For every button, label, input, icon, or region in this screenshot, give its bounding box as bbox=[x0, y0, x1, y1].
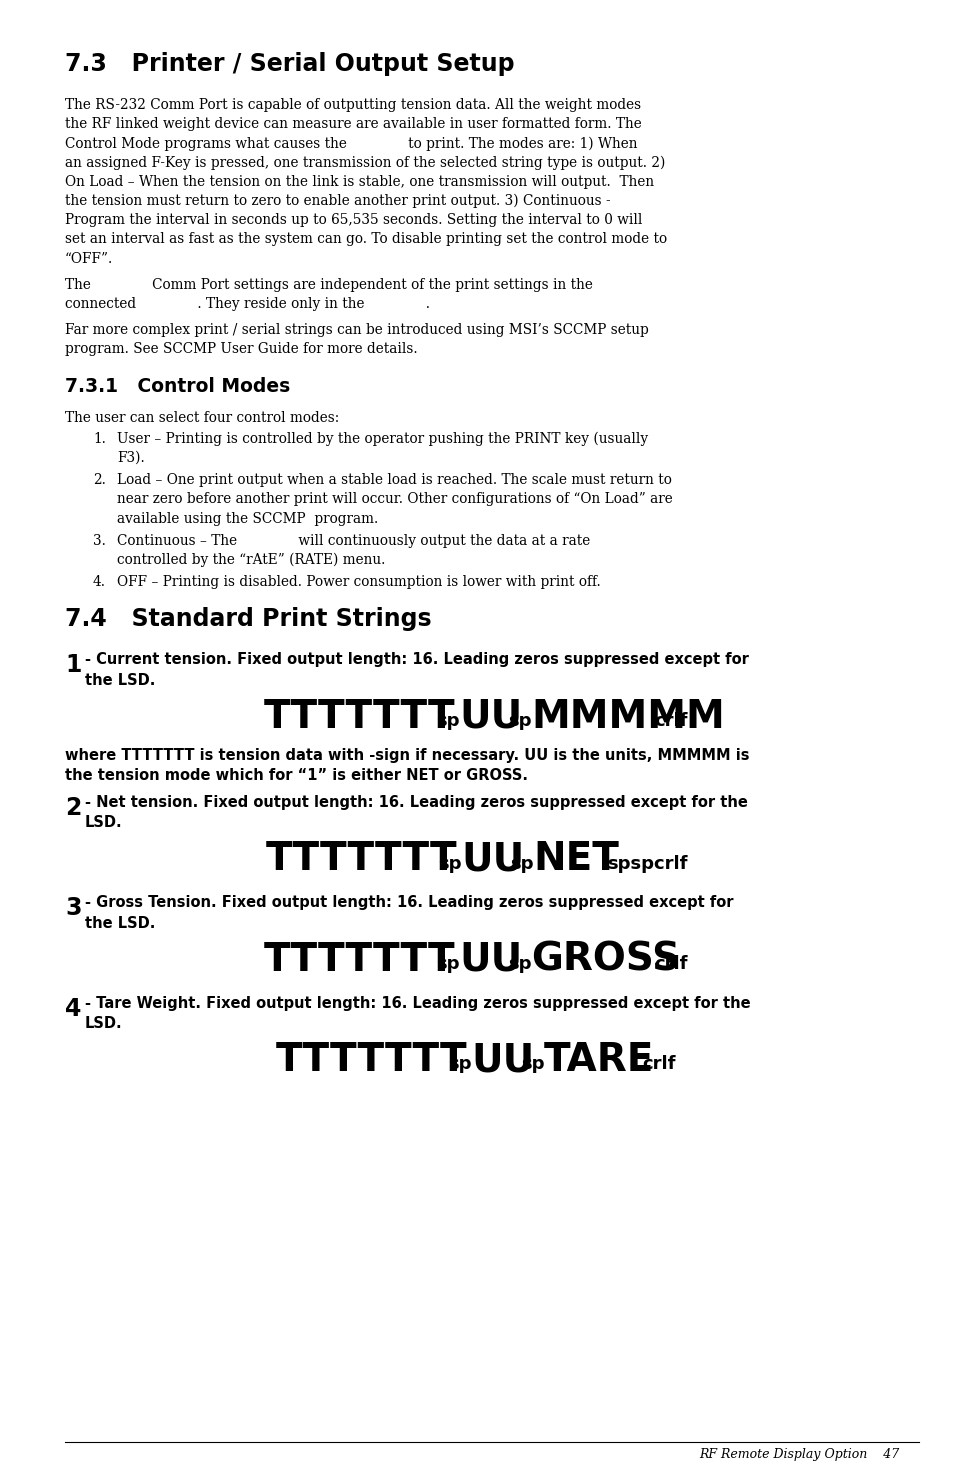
Text: 3.: 3. bbox=[92, 534, 106, 547]
Text: LSD.: LSD. bbox=[85, 1016, 123, 1031]
Text: The RS-232 Comm Port is capable of outputting tension data. All the weight modes: The RS-232 Comm Port is capable of outpu… bbox=[65, 97, 640, 112]
Text: an assigned F-Key is pressed, one transmission of the selected string type is ou: an assigned F-Key is pressed, one transm… bbox=[65, 155, 664, 170]
Text: 1.: 1. bbox=[92, 432, 106, 445]
Text: The user can select four control modes:: The user can select four control modes: bbox=[65, 410, 339, 425]
Text: spspcrlf: spspcrlf bbox=[606, 854, 687, 873]
Text: TTTTTTT: TTTTTTT bbox=[263, 941, 455, 979]
Text: GROSS: GROSS bbox=[531, 941, 679, 979]
Text: UU: UU bbox=[458, 941, 522, 979]
Text: RF Remote Display Option    47: RF Remote Display Option 47 bbox=[698, 1448, 898, 1462]
Text: Load – One print output when a stable load is reached. The scale must return to: Load – One print output when a stable lo… bbox=[117, 473, 671, 487]
Text: F3).: F3). bbox=[117, 451, 145, 465]
Text: the RF linked weight device can measure are available in user formatted form. Th: the RF linked weight device can measure … bbox=[65, 117, 641, 131]
Text: Far more complex print / serial strings can be introduced using MSI’s SCCMP setu: Far more complex print / serial strings … bbox=[65, 323, 648, 338]
Text: UU: UU bbox=[471, 1041, 534, 1080]
Text: 7.3.1   Control Modes: 7.3.1 Control Modes bbox=[65, 376, 290, 395]
Text: available using the SCCMP  program.: available using the SCCMP program. bbox=[117, 512, 377, 525]
Text: crlf: crlf bbox=[654, 954, 687, 974]
Text: TTTTTTT: TTTTTTT bbox=[275, 1041, 467, 1080]
Text: sp: sp bbox=[436, 712, 459, 730]
Text: MMMMM: MMMMM bbox=[531, 698, 724, 736]
Text: the LSD.: the LSD. bbox=[85, 673, 155, 687]
Text: sp: sp bbox=[520, 1055, 543, 1074]
Text: sp: sp bbox=[437, 854, 461, 873]
Text: 4.: 4. bbox=[92, 575, 106, 589]
Text: - Current tension. Fixed output length: 16. Leading zeros suppressed except for: - Current tension. Fixed output length: … bbox=[85, 652, 748, 667]
Text: LSD.: LSD. bbox=[85, 816, 123, 830]
Text: TARE: TARE bbox=[543, 1041, 654, 1080]
Text: sp: sp bbox=[508, 712, 532, 730]
Text: NET: NET bbox=[533, 841, 618, 878]
Text: Control Mode programs what causes the              to print. The modes are: 1) W: Control Mode programs what causes the to… bbox=[65, 136, 637, 150]
Text: near zero before another print will occur. Other configurations of “On Load” are: near zero before another print will occu… bbox=[117, 493, 672, 506]
Text: TTTTTTT: TTTTTTT bbox=[263, 698, 455, 736]
Text: program. See SCCMP User Guide for more details.: program. See SCCMP User Guide for more d… bbox=[65, 342, 417, 357]
Text: UU: UU bbox=[458, 698, 522, 736]
Text: OFF – Printing is disabled. Power consumption is lower with print off.: OFF – Printing is disabled. Power consum… bbox=[117, 575, 600, 589]
Text: the tension must return to zero to enable another print output. 3) Continuous -: the tension must return to zero to enabl… bbox=[65, 195, 610, 208]
Text: Program the interval in seconds up to 65,535 seconds. Setting the interval to 0 : Program the interval in seconds up to 65… bbox=[65, 214, 641, 227]
Text: - Net tension. Fixed output length: 16. Leading zeros suppressed except for the: - Net tension. Fixed output length: 16. … bbox=[85, 795, 747, 810]
Text: 7.4   Standard Print Strings: 7.4 Standard Print Strings bbox=[65, 608, 431, 631]
Text: The              Comm Port settings are independent of the print settings in the: The Comm Port settings are independent o… bbox=[65, 277, 592, 292]
Text: - Tare Weight. Fixed output length: 16. Leading zeros suppressed except for the: - Tare Weight. Fixed output length: 16. … bbox=[85, 996, 750, 1010]
Text: 2: 2 bbox=[65, 796, 81, 820]
Text: controlled by the “rAtE” (RATE) menu.: controlled by the “rAtE” (RATE) menu. bbox=[117, 553, 385, 568]
Text: UU: UU bbox=[460, 841, 523, 878]
Text: 2.: 2. bbox=[92, 473, 106, 487]
Text: 1: 1 bbox=[65, 653, 81, 677]
Text: 4: 4 bbox=[65, 997, 81, 1021]
Text: 7.3   Printer / Serial Output Setup: 7.3 Printer / Serial Output Setup bbox=[65, 52, 514, 77]
Text: where TTTTTTT is tension data with -sign if necessary. UU is the units, MMMMM is: where TTTTTTT is tension data with -sign… bbox=[65, 748, 749, 763]
Text: crlf: crlf bbox=[641, 1055, 675, 1074]
Text: sp: sp bbox=[510, 854, 533, 873]
Text: Continuous – The              will continuously output the data at a rate: Continuous – The will continuously outpu… bbox=[117, 534, 590, 547]
Text: sp: sp bbox=[508, 954, 532, 974]
Text: sp: sp bbox=[436, 954, 459, 974]
Text: the LSD.: the LSD. bbox=[85, 916, 155, 931]
Text: 3: 3 bbox=[65, 897, 81, 920]
Text: On Load – When the tension on the link is stable, one transmission will output. : On Load – When the tension on the link i… bbox=[65, 176, 654, 189]
Text: User – Printing is controlled by the operator pushing the PRINT key (usually: User – Printing is controlled by the ope… bbox=[117, 432, 647, 447]
Text: TTTTTTT: TTTTTTT bbox=[265, 841, 456, 878]
Text: the tension mode which for “1” is either NET or GROSS.: the tension mode which for “1” is either… bbox=[65, 768, 527, 783]
Text: sp: sp bbox=[448, 1055, 472, 1074]
Text: set an interval as fast as the system can go. To disable printing set the contro: set an interval as fast as the system ca… bbox=[65, 233, 666, 246]
Text: “OFF”.: “OFF”. bbox=[65, 252, 113, 266]
Text: - Gross Tension. Fixed output length: 16. Leading zeros suppressed except for: - Gross Tension. Fixed output length: 16… bbox=[85, 895, 733, 910]
Text: connected              . They reside only in the              .: connected . They reside only in the . bbox=[65, 296, 430, 311]
Text: crlf: crlf bbox=[654, 712, 687, 730]
